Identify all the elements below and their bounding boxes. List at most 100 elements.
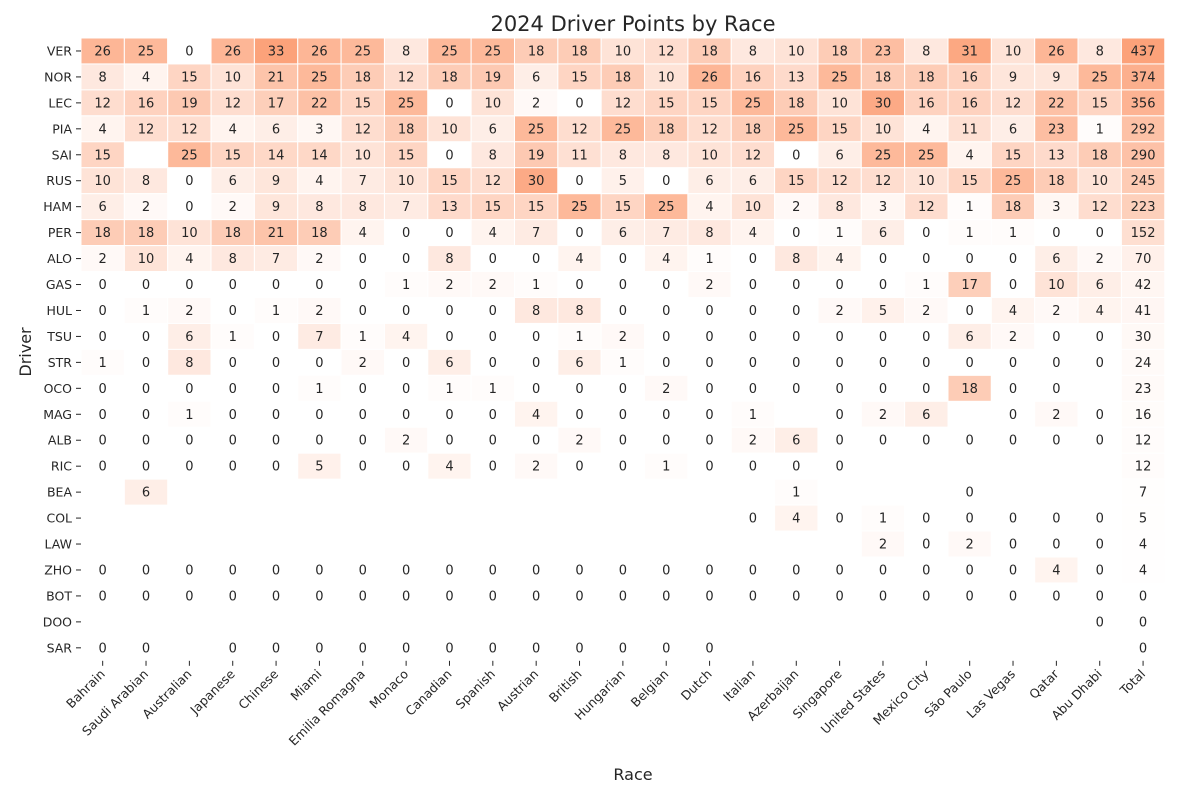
heatmap-cell [990,400,1036,428]
cell-value-label: 8 [99,70,107,85]
cell-value-label: 12 [398,70,415,85]
cell-value-label: 0 [315,641,323,656]
heatmap-cell [80,452,125,480]
heatmap-cell [1120,271,1166,298]
heatmap-cell [167,89,212,117]
heatmap-cell [167,245,212,273]
cell-value-label: 16 [961,96,978,111]
cell-value-label: 1 [359,330,367,345]
heatmap-cell [210,89,255,117]
heatmap-cell [817,582,862,610]
cell-value-label: 1 [229,330,237,345]
heatmap-cell [210,400,255,428]
cell-value-label: 0 [1096,330,1104,345]
cell-value-label: 2 [229,200,237,215]
heatmap-cell [1034,37,1079,65]
heatmap-cell [990,245,1036,273]
heatmap-cell [1120,530,1166,558]
heatmap-cell [860,89,906,117]
cell-value-label: 0 [99,304,107,319]
heatmap-cell [427,89,472,117]
heatmap-cell [1034,322,1079,350]
cell-value-label: 0 [792,563,800,578]
heatmap-cell [297,400,342,428]
y-tick-label: NOR [44,69,72,84]
heatmap-cell [1034,167,1079,195]
cell-value-label: 2 [619,330,627,345]
heatmap-cell [514,297,559,324]
cell-value-label: 6 [835,148,843,163]
cell-value-label: 25 [528,122,545,137]
cell-value-label: 13 [788,70,805,85]
cell-value-label: 0 [532,589,540,604]
cell-value-label: 42 [1135,278,1152,293]
cell-value-label: 0 [185,200,193,215]
cell-value-label: 0 [922,512,930,527]
heatmap-cell [1120,89,1166,117]
cell-value-label: 10 [181,226,198,241]
heatmap-cell [383,271,429,298]
heatmap-cell [210,167,255,195]
y-tick-label: BOT [46,588,72,603]
cell-value-label: 0 [966,512,974,527]
heatmap-cell [383,219,429,247]
cell-value-label: 15 [355,96,372,111]
cell-value-label: 0 [489,408,497,423]
cell-value-label: 6 [1096,278,1104,293]
cell-value-label: 0 [532,563,540,578]
cell-value-label: 26 [94,44,111,59]
heatmap-cell [947,167,992,195]
heatmap-cell [80,582,125,610]
cell-value-label: 0 [1009,512,1017,527]
heatmap-cell [1120,141,1166,169]
heatmap-cell [514,245,559,273]
cell-value-label: 12 [1005,96,1022,111]
cell-value-label: 4 [402,330,410,345]
cell-value-label: 0 [922,356,930,371]
cell-value-label: 2 [966,538,974,553]
heatmap-cell [600,141,646,169]
cell-value-label: 18 [1005,200,1022,215]
heatmap-cell [730,37,776,65]
cell-value-label: 0 [1096,434,1104,449]
cell-value-label: 6 [575,356,583,371]
cell-value-label: 0 [142,589,150,604]
y-tick-label: HAM [43,199,72,214]
y-tick-label: LEC [48,95,72,110]
cell-value-label: 0 [1096,512,1104,527]
heatmap-cell [774,297,819,324]
cell-value-label: 12 [181,122,198,137]
cell-value-label: 10 [224,70,241,85]
cell-value-label: 0 [1096,538,1104,553]
heatmap-cell [817,245,862,273]
cell-value-label: 0 [749,356,757,371]
cell-value-label: 4 [705,200,713,215]
heatmap-cell [687,271,732,298]
cell-value-label: 0 [185,44,193,59]
cell-value-label: 7 [402,200,410,215]
cell-value-label: 0 [749,278,757,293]
cell-value-label: 8 [922,44,930,59]
cell-value-label: 1 [922,278,930,293]
heatmap-cell [860,219,906,247]
cell-value-label: 1 [315,382,323,397]
heatmap-cell [427,556,472,584]
cell-value-label: 0 [185,174,193,189]
cell-value-label: 6 [749,174,757,189]
heatmap-cell [860,348,906,376]
cell-value-label: 2 [662,382,670,397]
cell-value-label: 2 [792,200,800,215]
cell-value-label: 2 [489,278,497,293]
heatmap-cell [774,219,819,247]
heatmap-cell [253,271,299,298]
cell-value-label: 0 [619,304,627,319]
cell-value-label: 25 [181,148,198,163]
x-tick-label: Miami [287,666,324,703]
heatmap-cell [644,297,689,324]
cell-value-label: 0 [922,434,930,449]
heatmap-cell [210,63,255,91]
cell-value-label: 0 [966,589,974,604]
heatmap-cell [1034,530,1079,558]
cell-value-label: 2 [705,278,713,293]
